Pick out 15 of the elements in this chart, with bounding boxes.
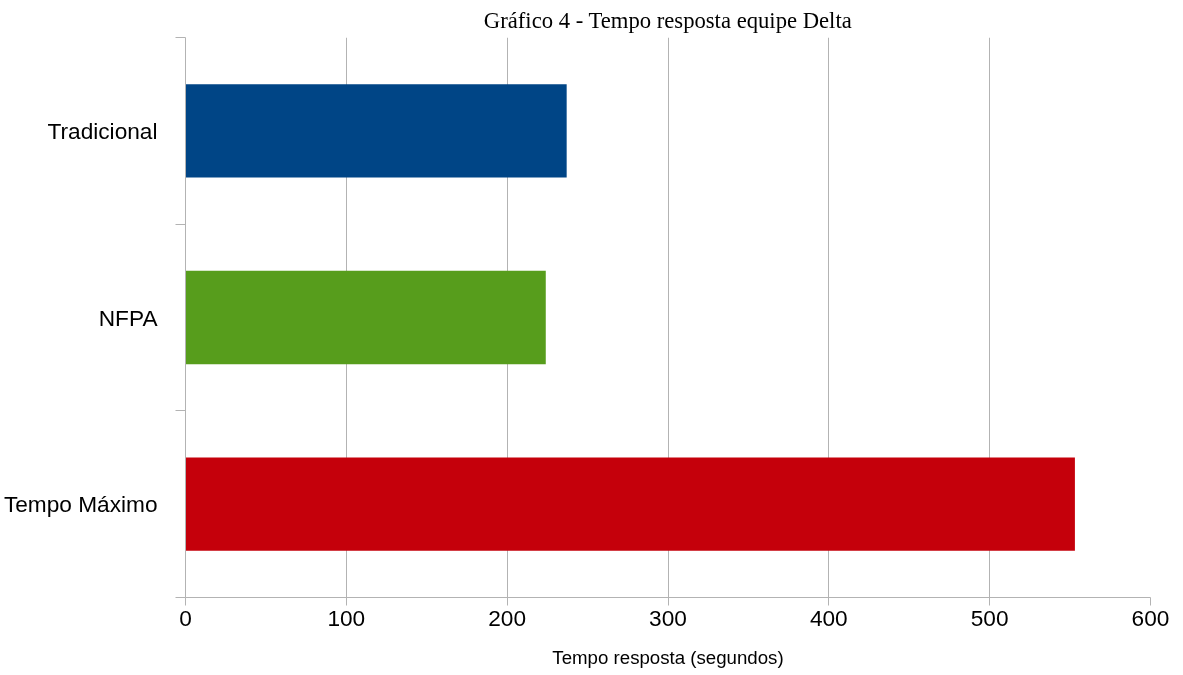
y-tick-label: Tempo Máximo — [3, 491, 158, 518]
x-tick-label: 200 — [488, 604, 527, 631]
x-tick-label: 0 — [179, 604, 192, 631]
x-tick-label: 100 — [327, 604, 366, 631]
x-tick-label: 500 — [970, 604, 1009, 631]
x-tick-label: 400 — [809, 604, 848, 631]
bar — [185, 457, 1075, 551]
x-tick-label: 600 — [1131, 604, 1170, 631]
bar — [185, 270, 546, 365]
bar — [185, 84, 567, 178]
x-axis-title: Tempo resposta (segundos) — [552, 646, 784, 668]
chart-title: Gráfico 4 - Tempo resposta equipe Delta — [483, 7, 852, 33]
y-tick-label: NFPA — [98, 304, 159, 331]
y-tick-label: Tradicional — [47, 117, 158, 144]
x-tick-label: 300 — [649, 604, 687, 631]
